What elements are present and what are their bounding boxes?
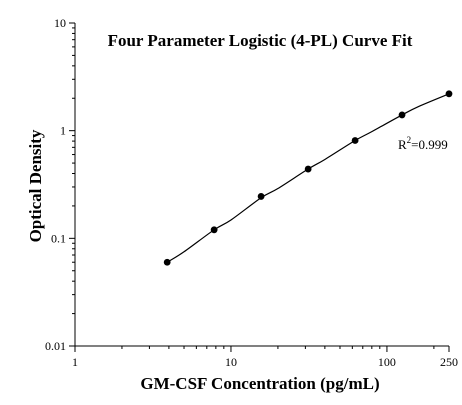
chart-title: Four Parameter Logistic (4-PL) Curve Fit xyxy=(108,31,413,50)
r-squared-base: R xyxy=(398,137,407,152)
y-axis-ticks: 0.01 0.1 1 10 xyxy=(45,16,75,353)
y-tick-label: 0.01 xyxy=(45,339,66,353)
data-point xyxy=(351,137,359,144)
x-tick-label: 250 xyxy=(440,355,458,369)
data-point xyxy=(163,258,171,266)
y-tick-label: 0.1 xyxy=(51,231,66,245)
data-point xyxy=(257,193,265,200)
data-points-layer xyxy=(163,90,453,266)
r-squared-superscript: 2 xyxy=(407,135,412,145)
x-tick-label: 1 xyxy=(72,355,78,369)
x-tick-label: 10 xyxy=(225,355,237,369)
data-point xyxy=(210,226,218,234)
r-squared-annotation: R2=0.999 xyxy=(398,135,448,152)
r-squared-value: =0.999 xyxy=(411,137,448,152)
x-axis-ticks: 1 10 100 250 xyxy=(72,346,458,369)
x-axis-label: GM-CSF Concentration (pg/mL) xyxy=(140,374,379,393)
y-tick-label: 10 xyxy=(54,16,66,30)
data-point xyxy=(398,111,406,119)
y-tick-label: 1 xyxy=(60,124,66,138)
x-tick-label: 100 xyxy=(378,355,396,369)
data-point xyxy=(304,165,312,173)
y-axis-label: Optical Density xyxy=(26,129,45,242)
data-point xyxy=(445,90,453,98)
